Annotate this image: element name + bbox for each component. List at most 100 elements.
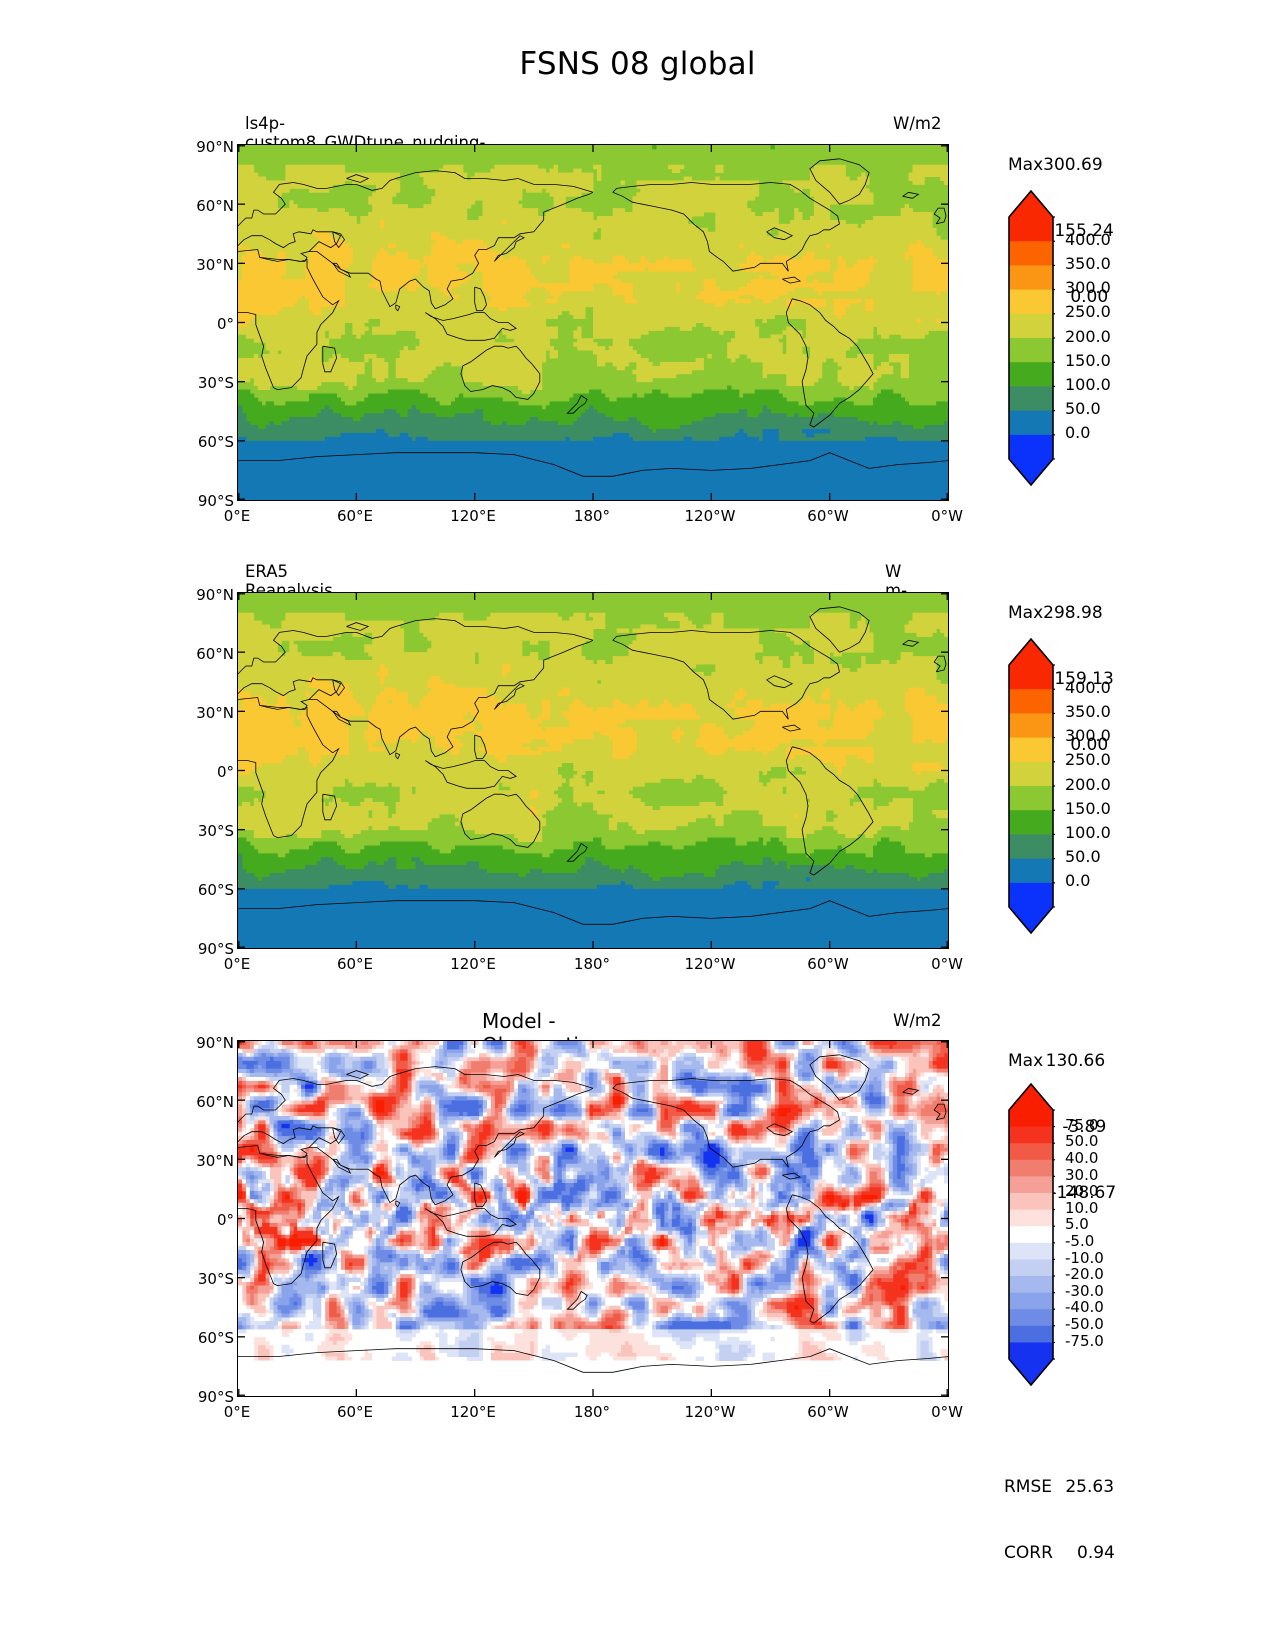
map-obs[interactable] (237, 592, 949, 949)
colorbar-tick-label: 250.0 (1065, 750, 1111, 770)
panel-model-units: W/m2 (893, 114, 942, 133)
colorbar-tick-label: 350.0 (1065, 701, 1111, 721)
xtick-label: 120°W (684, 1403, 736, 1421)
ytick-label: 90°S (197, 492, 234, 510)
xtick-label: 0°E (223, 955, 251, 973)
stat-value: -3.89 (1062, 1117, 1107, 1137)
ytick-label: 30°S (197, 822, 234, 840)
colorbar-tick-label: 50.0 (1065, 1132, 1099, 1151)
xtick-label: 120°W (684, 955, 736, 973)
colorbar-model[interactable] (1007, 190, 1055, 488)
colorbar-tick-label: 50.0 (1065, 399, 1101, 419)
xtick-label: 0°W (931, 1403, 963, 1421)
colorbar-tick-label: -50.0 (1065, 1315, 1104, 1333)
colorbar-tick-label: 50.0 (1065, 847, 1101, 867)
colorbar-tick-label: 300.0 (1065, 726, 1111, 746)
xtick-label: 180° (573, 507, 611, 525)
colorbar-tick-label: 400.0 (1065, 229, 1111, 249)
stat-value: 130.66 (1045, 1051, 1106, 1071)
stat-value: 0.00 (1070, 735, 1109, 755)
xtick-label: 180° (573, 1403, 611, 1421)
colorbar-tick-label: 200.0 (1065, 326, 1111, 346)
ytick-label: 90°N (196, 586, 234, 604)
xtick-label: 180° (573, 955, 611, 973)
ytick-label: 90°N (196, 138, 234, 156)
colorbar-tick-label: -5.0 (1065, 1232, 1095, 1250)
colorbar-tick-label: 100.0 (1065, 822, 1111, 842)
ytick-label: 30°S (197, 1270, 234, 1288)
rmse-value: 25.63 (1065, 1477, 1115, 1497)
ytick-label: 90°N (196, 1034, 234, 1052)
stat-value: 300.69 (1043, 155, 1103, 175)
rmse-label: RMSE (1004, 1477, 1053, 1497)
colorbar-diff[interactable] (1007, 1083, 1055, 1388)
colorbar-tick-label: 400.0 (1065, 677, 1111, 697)
xtick-label: 60°W (807, 507, 849, 525)
stat-value: 298.98 (1043, 603, 1103, 623)
xtick-label: 120°W (684, 507, 736, 525)
xtick-label: 120°E (450, 955, 496, 973)
colorbar-tick-label: 150.0 (1065, 350, 1111, 370)
ytick-label: 90°S (197, 1388, 234, 1406)
colorbar-tick-label: -30.0 (1065, 1281, 1104, 1300)
ytick-label: 0° (216, 763, 234, 781)
colorbar-tick-label: 100.0 (1065, 374, 1111, 394)
ytick-label: 0° (216, 1211, 234, 1229)
stat-label: Max (1008, 603, 1044, 623)
xtick-label: 60°E (336, 955, 374, 973)
ytick-label: 0° (216, 315, 234, 333)
colorbar-tick-label: 300.0 (1065, 278, 1111, 298)
colorbar-tick-label: -10.0 (1065, 1248, 1104, 1267)
map-diff[interactable] (237, 1040, 949, 1397)
xtick-label: 0°W (931, 507, 963, 525)
xtick-label: 60°E (336, 1403, 374, 1421)
panel-diff-units: W/m2 (893, 1011, 942, 1030)
colorbar-tick-label: 150.0 (1065, 798, 1111, 818)
colorbar-tick-label: 75.0 (1065, 1115, 1099, 1134)
ytick-label: 60°N (196, 1093, 234, 1111)
colorbar-tick-label: -40.0 (1065, 1298, 1104, 1317)
ytick-label: 60°S (197, 881, 234, 899)
ytick-label: 30°S (197, 374, 234, 392)
stat-label: Max (1008, 155, 1044, 175)
ytick-label: 30°N (196, 256, 234, 274)
colorbar-tick-label: -20.0 (1065, 1265, 1104, 1284)
stat-label: Max (1008, 1051, 1044, 1071)
ytick-label: 90°S (197, 940, 234, 958)
ytick-label: 30°N (196, 704, 234, 722)
xtick-label: 120°E (450, 1403, 496, 1421)
ytick-label: 60°N (196, 645, 234, 663)
colorbar-tick-label: 40.0 (1065, 1149, 1099, 1167)
colorbar-tick-label: 250.0 (1065, 302, 1111, 322)
xtick-label: 120°E (450, 507, 496, 525)
ytick-label: 30°N (196, 1152, 234, 1170)
colorbar-tick-label: 200.0 (1065, 774, 1111, 794)
xtick-label: 0°E (223, 1403, 251, 1421)
stat-value: -148.67 (1050, 1183, 1117, 1203)
stat-value: 155.24 (1054, 221, 1114, 241)
xtick-label: 60°E (336, 507, 374, 525)
corr-value: 0.94 (1077, 1543, 1115, 1563)
colorbar-obs[interactable] (1007, 638, 1055, 936)
colorbar-tick-label: 5.0 (1065, 1215, 1089, 1234)
figure-title: FSNS 08 global (519, 46, 756, 82)
colorbar-tick-label: 350.0 (1065, 253, 1111, 273)
xtick-label: 60°W (807, 955, 849, 973)
footer-metrics: RMSE 25.63 CORR 0.94 (1004, 1432, 1115, 1608)
xtick-label: 0°E (223, 507, 251, 525)
ytick-label: 60°S (197, 1329, 234, 1347)
ytick-label: 60°N (196, 197, 234, 215)
map-model[interactable] (237, 144, 949, 501)
stat-value: 0.00 (1070, 287, 1109, 307)
colorbar-tick-label: 20.0 (1065, 1182, 1099, 1201)
corr-label: CORR (1004, 1543, 1053, 1563)
stat-value: 159.13 (1054, 669, 1114, 689)
colorbar-tick-label: 30.0 (1065, 1165, 1099, 1184)
colorbar-tick-label: -75.0 (1065, 1331, 1104, 1350)
colorbar-tick-label: 0.0 (1065, 423, 1091, 443)
xtick-label: 60°W (807, 1403, 849, 1421)
ytick-label: 60°S (197, 433, 234, 451)
xtick-label: 0°W (931, 955, 963, 973)
colorbar-tick-label: 10.0 (1065, 1198, 1099, 1217)
